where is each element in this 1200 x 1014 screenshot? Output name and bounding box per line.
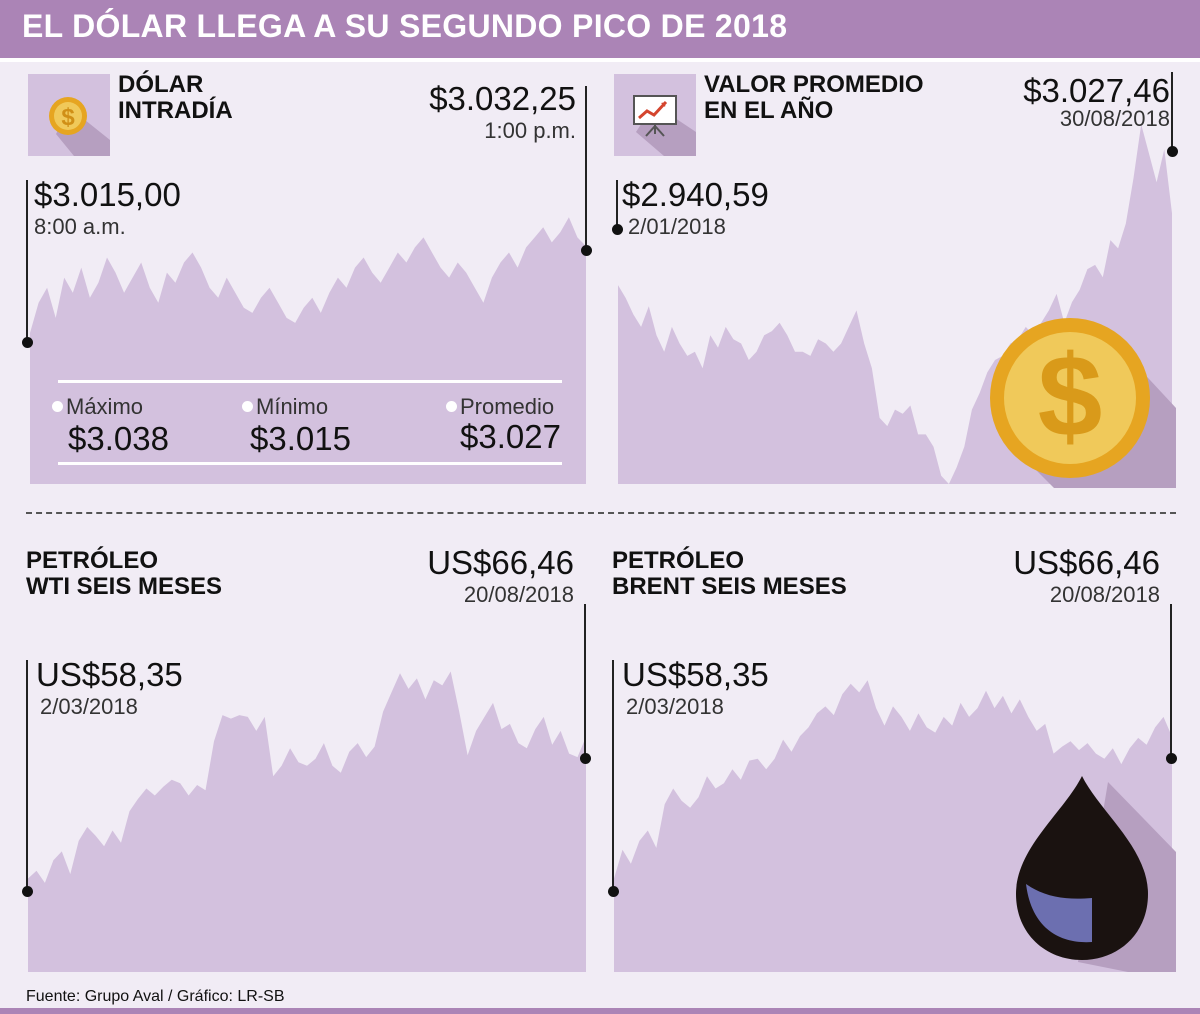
yearly-start-value: $2.940,59: [622, 176, 769, 213]
presentation-chart-icon: [633, 95, 696, 156]
wti-start-value: US$58,35: [36, 656, 183, 693]
intraday-chart: [30, 217, 586, 484]
yearly-start-label: 2/01/2018: [628, 214, 726, 239]
brent-start-value: US$58,35: [622, 656, 769, 693]
yearly-panel: VALOR PROMEDIO EN EL AÑO $3.027,46 30/08…: [612, 71, 1178, 488]
brent-end-dot: [1166, 753, 1177, 764]
yearly-start-marker-line: [616, 180, 618, 230]
yearly-end-label: 30/08/2018: [1059, 106, 1170, 131]
brent-end-value: US$66,46: [1013, 544, 1160, 581]
intraday-end-value: $3.032,25: [429, 80, 576, 117]
intraday-title-line2: INTRADÍA: [118, 97, 233, 124]
stats-top-rule: [58, 380, 562, 383]
stats-bottom-rule: [58, 462, 562, 465]
stat-min-dot: [242, 400, 253, 412]
wti-end-marker-line: [584, 604, 586, 758]
brent-title-line2: BRENT SEIS MESES: [612, 573, 847, 600]
stat-min-value: $3.015: [250, 420, 351, 457]
wti-title-line1: PETRÓLEO: [26, 547, 159, 574]
wti-title-line2: WTI SEIS MESES: [26, 573, 223, 600]
intraday-end-label: 1:00 p.m.: [484, 118, 576, 143]
header-underline: [0, 58, 1200, 62]
svg-text:$: $: [1038, 331, 1103, 461]
intraday-start-dot: [22, 337, 33, 348]
wti-area: [28, 671, 586, 972]
source-credit: Fuente: Grupo Aval / Gráfico: LR-SB: [26, 988, 285, 1005]
yearly-end-value: $3.027,46: [1023, 72, 1170, 109]
wti-start-dot: [22, 886, 33, 897]
wti-end-value: US$66,46: [427, 544, 574, 581]
intraday-panel: $ DÓLAR INTRADÍA $3.032,25 1:00 p.m. $3.…: [22, 71, 594, 488]
intraday-start-marker-line: [26, 180, 28, 342]
oil-drop-icon: [1016, 776, 1176, 972]
brent-start-marker-line: [612, 660, 614, 892]
dollar-coin-icon: $: [49, 97, 110, 156]
stat-max-dot: [52, 400, 63, 412]
wti-start-marker-line: [26, 660, 28, 892]
intraday-title-line1: DÓLAR: [118, 71, 204, 98]
intraday-start-label: 8:00 a.m.: [34, 214, 126, 239]
brent-end-label: 20/08/2018: [1049, 582, 1160, 607]
yearly-title-line1: VALOR PROMEDIO: [704, 71, 924, 98]
brent-panel: PETRÓLEO BRENT SEIS MESES US$66,46 20/08…: [608, 544, 1177, 972]
brent-start-dot: [608, 886, 619, 897]
stat-avg-label-text: Promedio: [460, 394, 555, 419]
stat-max-label-text: Máximo: [66, 394, 144, 419]
yearly-end-dot: [1167, 146, 1178, 157]
stat-min-label: Mínimo: [242, 394, 328, 420]
yearly-title-line2: EN EL AÑO: [704, 97, 834, 124]
dollar-coin-big-icon: $: [990, 318, 1176, 488]
wti-chart: [28, 671, 586, 972]
wti-start-label: 2/03/2018: [40, 694, 138, 719]
svg-text:$: $: [61, 104, 75, 131]
header-banner: EL DÓLAR LLEGA A SU SEGUNDO PICO DE 2018: [0, 0, 1200, 58]
brent-end-marker-line: [1170, 604, 1172, 758]
stat-max-value: $3.038: [68, 420, 169, 457]
section-divider: [26, 512, 1176, 514]
wti-end-label: 20/08/2018: [463, 582, 574, 607]
bottom-bar: [0, 1008, 1200, 1014]
wti-panel: PETRÓLEO WTI SEIS MESES US$66,46 20/08/2…: [22, 544, 591, 972]
stat-avg-label: Promedio: [446, 394, 554, 420]
yearly-start-dot: [612, 224, 623, 235]
intraday-area: [30, 217, 586, 484]
yearly-icon-box: [614, 74, 696, 156]
stat-min-label-text: Mínimo: [256, 394, 329, 419]
stat-avg-dot: [446, 400, 457, 412]
intraday-icon-box: $: [28, 74, 110, 156]
stat-avg-value: $3.027: [460, 418, 561, 455]
intraday-start-value: $3.015,00: [34, 176, 181, 213]
brent-title-line1: PETRÓLEO: [612, 547, 745, 574]
stat-max-label: Máximo: [52, 394, 143, 420]
intraday-end-marker-line: [585, 86, 587, 250]
yearly-end-marker-line: [1171, 72, 1173, 150]
wti-end-dot: [580, 753, 591, 764]
page-title: EL DÓLAR LLEGA A SU SEGUNDO PICO DE 2018: [22, 8, 788, 44]
brent-start-label: 2/03/2018: [626, 694, 724, 719]
intraday-end-dot: [581, 245, 592, 256]
